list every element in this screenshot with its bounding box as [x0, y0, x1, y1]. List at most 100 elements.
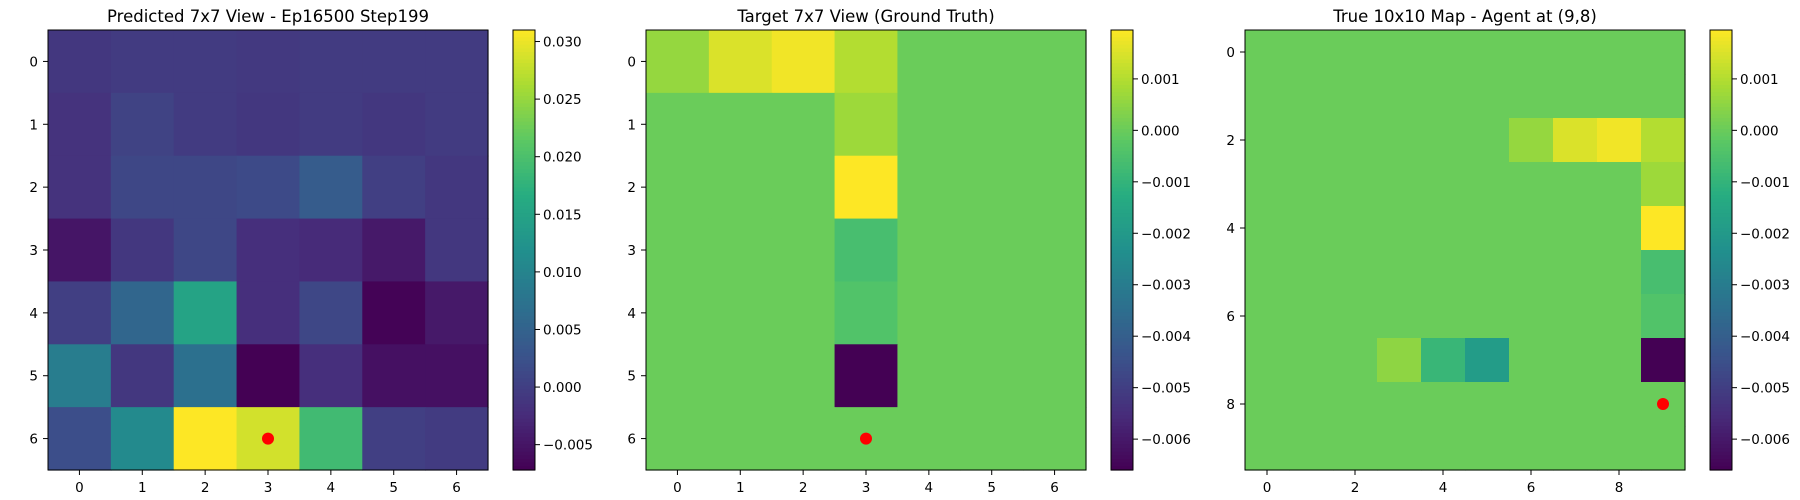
colorbar-segment	[1710, 429, 1732, 434]
heatmap-cell-r6-c5	[960, 407, 1024, 471]
colorbar-segment	[1111, 151, 1133, 156]
colorbar-segment	[513, 363, 535, 368]
colorbar-segment	[1111, 242, 1133, 247]
heatmap-cell-r1-c1	[1289, 74, 1334, 119]
heatmap-cell-r6-c6	[425, 407, 489, 471]
colorbar-segment	[1111, 327, 1133, 332]
heatmap-cell-r7-c2	[1333, 338, 1378, 383]
colorbar-segment	[513, 140, 535, 145]
colorbar-segment	[1710, 173, 1732, 178]
colorbar-segment	[1111, 374, 1133, 379]
colorbar-segment	[513, 334, 535, 339]
colorbar-segment	[1111, 286, 1133, 291]
colorbar-tick-label: −0.003	[1141, 278, 1191, 294]
colorbar-segment	[1111, 220, 1133, 225]
heatmap-cell-r5-c5	[362, 344, 426, 408]
colorbar-segment	[513, 206, 535, 211]
colorbar-segment	[1111, 118, 1133, 123]
colorbar-segment	[1111, 70, 1133, 75]
colorbar-segment	[1710, 66, 1732, 71]
x-tick-label: 4	[1439, 480, 1448, 496]
heatmap-cell-r6-c5	[362, 407, 426, 471]
colorbar-segment	[1111, 184, 1133, 189]
colorbar-segment	[513, 107, 535, 112]
heatmap-cell-r4-c1	[1289, 206, 1334, 251]
heatmap-cell-r2-c5	[1465, 118, 1510, 163]
colorbar-segment	[513, 275, 535, 280]
heatmap-cell-r5-c9	[1641, 250, 1686, 295]
heatmap-cell-r9-c9	[1641, 426, 1686, 471]
heatmap-cell-r4-c4	[1421, 206, 1466, 251]
heatmap-cell-r4-c8	[1597, 206, 1642, 251]
colorbar-segment	[513, 437, 535, 442]
colorbar-segment	[1111, 272, 1133, 277]
heatmap-cell-r3-c5	[362, 218, 426, 283]
heatmap-cell-r8-c8	[1597, 382, 1642, 427]
colorbar-segment	[513, 367, 535, 372]
colorbar-segment	[1710, 239, 1732, 244]
colorbar-segment	[1111, 136, 1133, 141]
colorbar-segment	[1710, 52, 1732, 57]
heatmap-cell-r6-c0	[48, 407, 112, 471]
colorbar-segment	[513, 327, 535, 332]
heatmap-cell-r8-c4	[1421, 382, 1466, 427]
colorbar-segment	[513, 169, 535, 174]
colorbar-segment	[1111, 132, 1133, 137]
colorbar-segment	[513, 162, 535, 167]
colorbar-segment	[1111, 169, 1133, 174]
colorbar-tick-label: −0.004	[1740, 329, 1790, 345]
colorbar-segment	[1710, 77, 1732, 82]
colorbar-tick-label: −0.005	[1141, 381, 1191, 397]
heatmap-cell-r6-c2	[771, 407, 836, 471]
colorbar-segment	[513, 308, 535, 313]
colorbar-segment	[1710, 180, 1732, 185]
colorbar-segment	[1710, 257, 1732, 262]
y-tick-label: 6	[627, 432, 636, 448]
colorbar-segment	[1111, 85, 1133, 90]
colorbar-segment	[513, 407, 535, 412]
colorbar-tick-label: −0.005	[543, 438, 593, 454]
colorbar-segment	[1111, 459, 1133, 464]
colorbar-segment	[513, 426, 535, 431]
x-tick-label: 6	[1050, 480, 1059, 496]
colorbar-segment	[513, 48, 535, 53]
colorbar-segment	[1111, 209, 1133, 214]
colorbar-segment	[1710, 250, 1732, 255]
colorbar-segment	[1710, 184, 1732, 189]
heatmap-cell-r9-c5	[1465, 426, 1510, 471]
colorbar-segment	[1111, 147, 1133, 152]
colorbar-segment	[1710, 290, 1732, 295]
colorbar-segment	[1710, 338, 1732, 343]
colorbar-segment	[1111, 389, 1133, 394]
heatmap-cell-r0-c3	[1377, 30, 1422, 75]
colorbar-segment	[1111, 290, 1133, 295]
colorbar-segment	[1111, 261, 1133, 266]
colorbar-segment	[1111, 154, 1133, 159]
colorbar-segment	[1710, 448, 1732, 453]
colorbar-segment	[1710, 466, 1732, 471]
heatmap-cell-r4-c4	[299, 281, 363, 345]
colorbar-segment	[1111, 338, 1133, 343]
colorbar-segment	[513, 63, 535, 68]
colorbar-segment	[513, 440, 535, 445]
colorbar-segment	[513, 231, 535, 236]
colorbar-segment	[1111, 407, 1133, 412]
colorbar-segment	[513, 268, 535, 273]
colorbar-segment	[1710, 275, 1732, 280]
colorbar-segment	[513, 224, 535, 229]
heatmap-cell-r3-c5	[1465, 162, 1510, 207]
heatmap-cell-r2-c1	[1289, 118, 1334, 163]
colorbar-segment	[1710, 462, 1732, 467]
colorbar-segment	[513, 103, 535, 108]
colorbar-segment	[1111, 114, 1133, 119]
heatmap-cell-r3-c2	[1333, 162, 1378, 207]
colorbar-segment	[1111, 305, 1133, 310]
colorbar-segment	[513, 312, 535, 317]
colorbar-segment	[513, 37, 535, 42]
heatmap-cell-r8-c0	[1245, 382, 1290, 427]
colorbar-segment	[1111, 433, 1133, 438]
colorbar-segment	[513, 378, 535, 383]
colorbar-segment	[1710, 198, 1732, 203]
colorbar-segment	[1111, 176, 1133, 181]
colorbar-segment	[1111, 250, 1133, 255]
